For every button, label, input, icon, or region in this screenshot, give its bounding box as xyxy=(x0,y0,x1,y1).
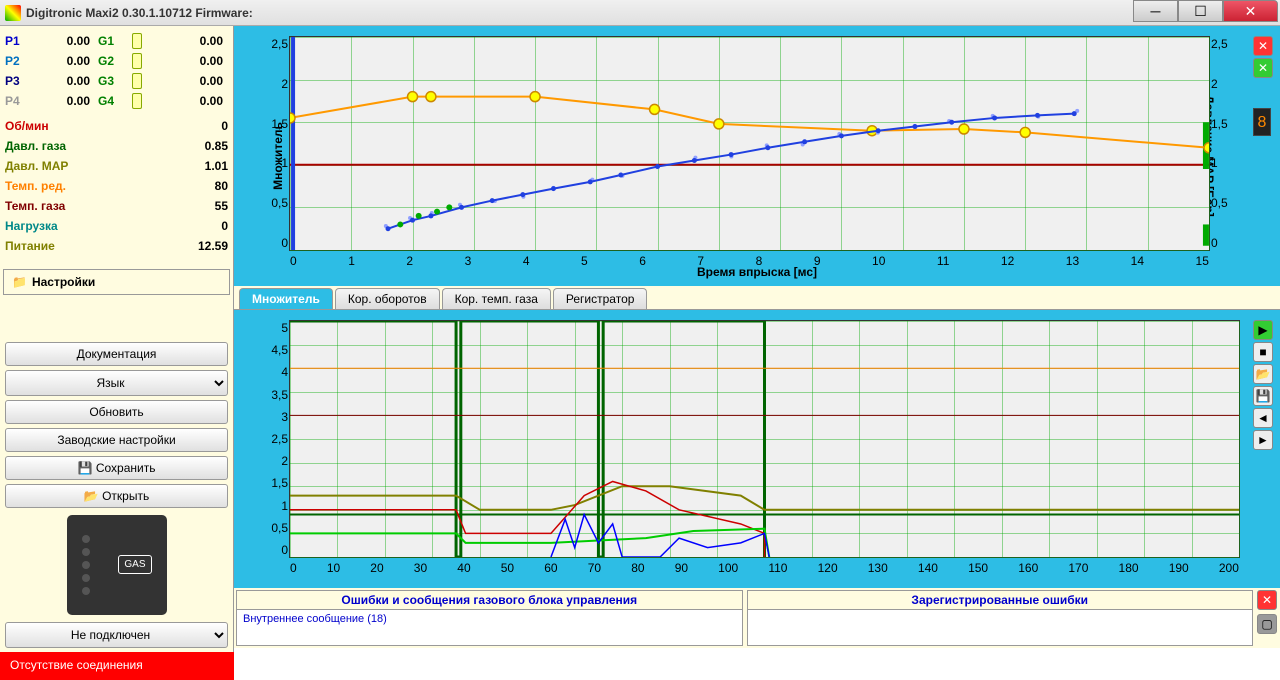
settings-header[interactable]: Настройки xyxy=(3,269,230,295)
minimize-button[interactable]: ─ xyxy=(1133,0,1178,22)
open-button[interactable]: 📂 Открыть xyxy=(5,484,228,508)
tabs: МножительКор. оборотовКор. темп. газаРег… xyxy=(234,286,1280,310)
reading-row: Давл. газа0.85 xyxy=(5,139,228,159)
reading-row: Об/мин0 xyxy=(5,119,228,139)
msg-box-icon[interactable]: ▢ xyxy=(1257,614,1277,634)
left-panel: P10.00G10.00P20.00G20.00P30.00G30.00P40.… xyxy=(0,26,234,652)
gas-device-icon xyxy=(67,515,167,615)
messages-panel: Ошибки и сообщения газового блока управл… xyxy=(234,588,1280,648)
stop-icon[interactable]: ■ xyxy=(1253,342,1273,362)
lang-select[interactable]: Язык xyxy=(5,370,228,396)
chart1-sidebtns: ✕ ✕ 8 xyxy=(1253,36,1273,136)
msg-col-registered: Зарегистрированные ошибки xyxy=(747,590,1254,646)
open-folder-icon[interactable]: 📂 xyxy=(1253,364,1273,384)
app-icon xyxy=(5,5,21,21)
seven-seg-display: 8 xyxy=(1253,108,1271,136)
arrow-left-icon[interactable]: ◄ xyxy=(1253,408,1273,428)
footer: Отсутствие соединения xyxy=(0,652,1280,680)
titlebar: Digitronic Maxi2 0.30.1.10712 Firmware: … xyxy=(0,0,1280,26)
maximize-button[interactable]: ☐ xyxy=(1178,0,1223,22)
chart2-plot[interactable]: 0102030405060708090100110120130140150160… xyxy=(289,320,1240,558)
tab[interactable]: Кор. темп. газа xyxy=(442,288,551,309)
chart1-plot[interactable]: 012345678910111213141500,511,522,500,511… xyxy=(289,36,1210,251)
msg-body2[interactable] xyxy=(748,610,1253,645)
reading-row: Нагрузка0 xyxy=(5,219,228,239)
tab[interactable]: Регистратор xyxy=(553,288,648,309)
save-button[interactable]: 💾 Сохранить xyxy=(5,456,228,480)
play-icon[interactable]: ▶ xyxy=(1253,320,1273,340)
reading-row: Питание12.59 xyxy=(5,239,228,259)
footer-error: Отсутствие соединения xyxy=(0,652,234,680)
pg-row: P10.00G10.00 xyxy=(5,31,228,51)
refresh-button[interactable]: Обновить xyxy=(5,400,228,424)
window-controls: ─ ☐ ✕ xyxy=(1133,0,1278,22)
pg-row: P20.00G20.00 xyxy=(5,51,228,71)
reading-row: Темп. ред.80 xyxy=(5,179,228,199)
chart1-container: Множитель Давление MAP [Бар] Время впрыс… xyxy=(234,26,1280,286)
factory-button[interactable]: Заводские настройки xyxy=(5,428,228,452)
msg-head2: Зарегистрированные ошибки xyxy=(748,591,1253,610)
window-title: Digitronic Maxi2 0.30.1.10712 Firmware: xyxy=(26,6,1280,20)
footer-rest xyxy=(234,652,1280,680)
right-panel: Множитель Давление MAP [Бар] Время впрыс… xyxy=(234,26,1280,652)
close-button[interactable]: ✕ xyxy=(1223,0,1278,22)
msg-clear-icon[interactable]: ✕ xyxy=(1257,590,1277,610)
msg-col-errors: Ошибки и сообщения газового блока управл… xyxy=(236,590,743,646)
save-disk-icon[interactable]: 💾 xyxy=(1253,386,1273,406)
chart1-close-icon[interactable]: ✕ xyxy=(1253,36,1273,56)
tab[interactable]: Множитель xyxy=(239,288,333,309)
pg-row: P40.00G40.00 xyxy=(5,91,228,111)
readings-panel: P10.00G10.00P20.00G20.00P30.00G30.00P40.… xyxy=(0,26,233,264)
chart1-check-icon[interactable]: ✕ xyxy=(1253,58,1273,78)
conn-select[interactable]: Не подключен xyxy=(5,622,228,648)
doc-button[interactable]: Документация xyxy=(5,342,228,366)
msg-head1: Ошибки и сообщения газового блока управл… xyxy=(237,591,742,610)
chart2-container: 0102030405060708090100110120130140150160… xyxy=(234,310,1280,588)
reading-row: Темп. газа55 xyxy=(5,199,228,219)
chart2-sidebtns: ▶ ■ 📂 💾 ◄ ► xyxy=(1253,320,1273,452)
tab[interactable]: Кор. оборотов xyxy=(335,288,440,309)
msg-body1[interactable]: Внутреннее сообщение (18) xyxy=(237,610,742,645)
arrow-right-icon[interactable]: ► xyxy=(1253,430,1273,450)
reading-row: Давл. MAP1.01 xyxy=(5,159,228,179)
pg-row: P30.00G30.00 xyxy=(5,71,228,91)
msg-side-btns: ✕ ▢ xyxy=(1255,588,1280,648)
